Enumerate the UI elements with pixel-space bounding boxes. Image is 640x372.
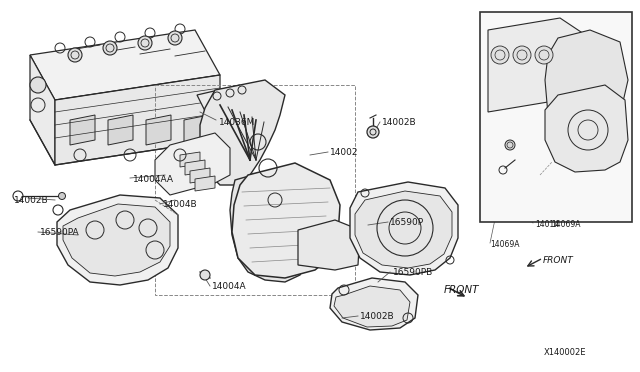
Text: FRONT: FRONT <box>543 256 573 265</box>
Polygon shape <box>298 220 360 270</box>
Text: 14004AA: 14004AA <box>133 175 174 184</box>
Circle shape <box>30 77 46 93</box>
Polygon shape <box>488 18 590 112</box>
Text: 14014: 14014 <box>535 220 559 229</box>
Polygon shape <box>30 30 220 100</box>
Polygon shape <box>30 55 55 165</box>
Polygon shape <box>355 191 452 268</box>
Polygon shape <box>545 30 628 138</box>
Polygon shape <box>350 182 458 275</box>
Text: 14002B: 14002B <box>14 196 49 205</box>
Polygon shape <box>108 115 133 145</box>
Polygon shape <box>70 115 95 145</box>
Circle shape <box>168 31 182 45</box>
Polygon shape <box>146 115 171 145</box>
Text: 14069A: 14069A <box>490 240 520 249</box>
Circle shape <box>491 46 509 64</box>
Polygon shape <box>230 170 315 282</box>
Text: 14004B: 14004B <box>163 200 198 209</box>
Polygon shape <box>57 195 178 285</box>
Polygon shape <box>185 160 205 175</box>
Text: 14002: 14002 <box>330 148 358 157</box>
Circle shape <box>103 41 117 55</box>
Circle shape <box>513 46 531 64</box>
Polygon shape <box>155 133 230 195</box>
Text: 14036M: 14036M <box>219 118 255 127</box>
Text: 14002B: 14002B <box>382 118 417 127</box>
Polygon shape <box>330 278 418 330</box>
Polygon shape <box>200 80 285 185</box>
Polygon shape <box>334 286 410 327</box>
Text: X140002E: X140002E <box>544 348 586 357</box>
Circle shape <box>535 46 553 64</box>
Text: 16590PA: 16590PA <box>40 228 79 237</box>
Bar <box>480 12 632 222</box>
Circle shape <box>367 126 379 138</box>
Text: 16590PB: 16590PB <box>393 268 433 277</box>
Polygon shape <box>197 85 250 115</box>
Circle shape <box>505 140 515 150</box>
Circle shape <box>200 270 210 280</box>
Polygon shape <box>55 75 220 165</box>
Text: FRONT: FRONT <box>444 285 479 295</box>
Polygon shape <box>180 152 200 167</box>
Polygon shape <box>63 204 170 276</box>
Bar <box>155 85 355 295</box>
Circle shape <box>58 192 65 199</box>
Text: 14002B: 14002B <box>360 312 395 321</box>
Text: 16590P: 16590P <box>390 218 424 227</box>
Text: 14004A: 14004A <box>212 282 246 291</box>
Polygon shape <box>195 176 215 191</box>
Polygon shape <box>184 115 209 145</box>
Circle shape <box>138 36 152 50</box>
Polygon shape <box>190 168 210 183</box>
Circle shape <box>68 48 82 62</box>
Polygon shape <box>232 163 340 278</box>
Polygon shape <box>545 85 628 172</box>
Text: 14069A: 14069A <box>551 220 580 229</box>
